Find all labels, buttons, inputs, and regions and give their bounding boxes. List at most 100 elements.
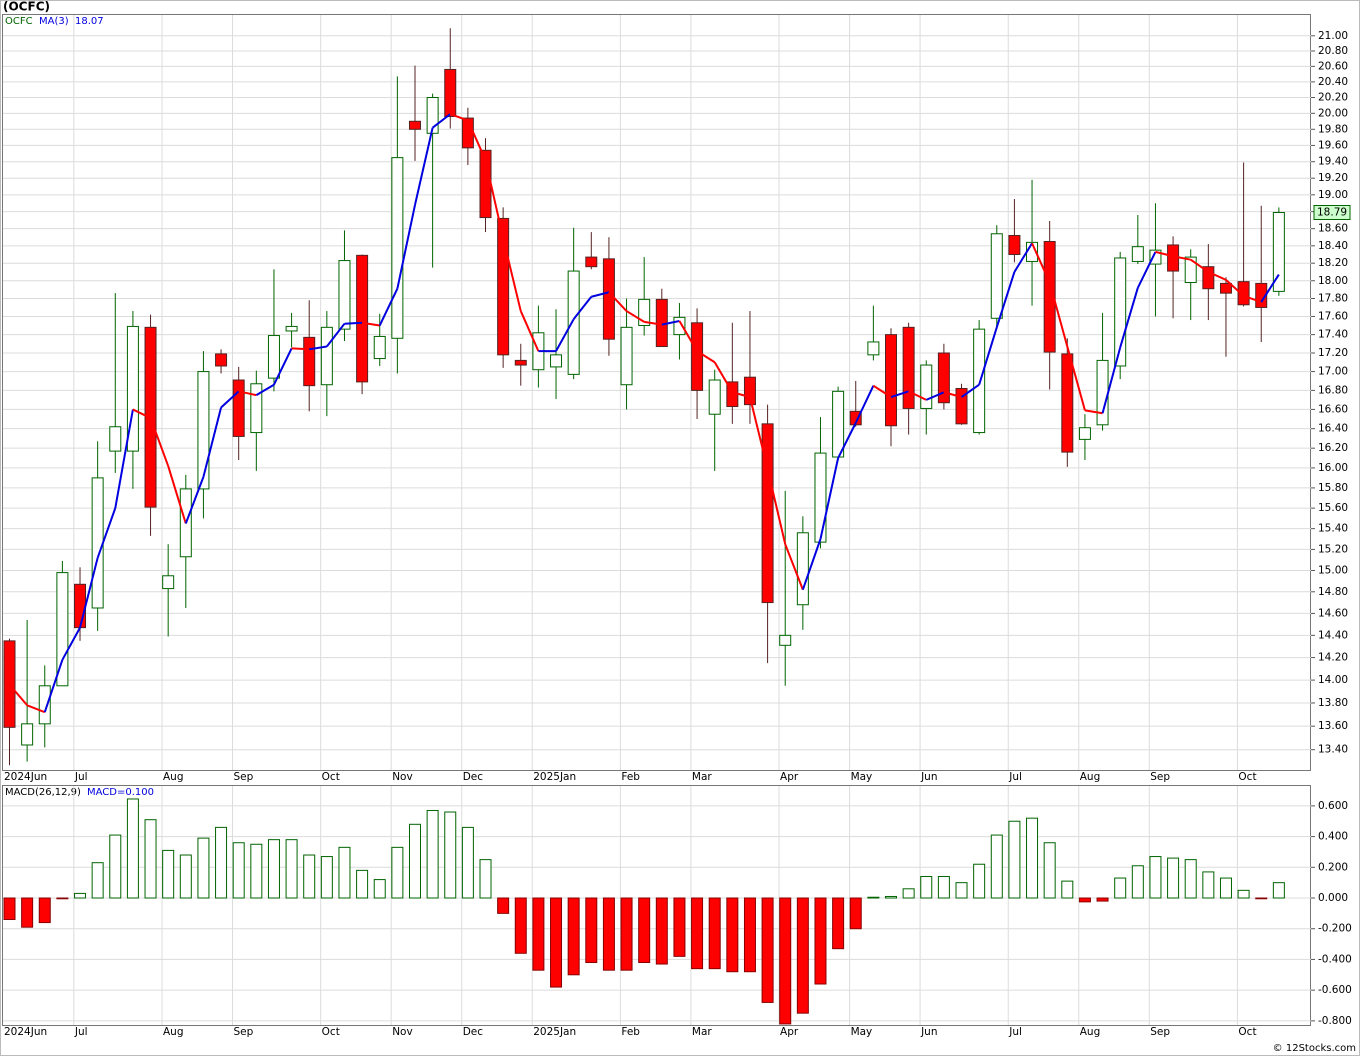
ma-segment: [61, 627, 81, 661]
candle-body: [779, 634, 792, 646]
macd-bar: [21, 897, 34, 928]
y-tick-label: 20.20: [1318, 92, 1348, 104]
ma-segment: [1031, 242, 1051, 283]
ma-segment: [43, 659, 64, 713]
macd-bar: [250, 843, 263, 899]
ma-segment: [1190, 258, 1209, 273]
ma-segment: [837, 422, 857, 459]
macd-bar: [550, 897, 563, 988]
ma-segment: [766, 468, 787, 545]
macd-bar: [743, 897, 756, 973]
candle-body: [1255, 282, 1268, 308]
y-tick-label: 17.60: [1318, 310, 1348, 322]
ma-segment: [273, 347, 293, 386]
candle-body: [444, 68, 457, 118]
candle-body: [303, 336, 316, 387]
macd-bar: [303, 854, 316, 899]
y-tick-label: 18.00: [1318, 275, 1348, 287]
ma-segment: [995, 271, 1016, 328]
y-tick-label: 17.40: [1318, 329, 1348, 341]
ma-segment: [908, 390, 927, 401]
legend-ma: MA(3): [39, 16, 69, 27]
ma-segment: [238, 390, 257, 397]
candle-body: [990, 233, 1003, 319]
macd-bar: [109, 834, 122, 899]
ma-segment: [1048, 282, 1069, 347]
macd-bar: [620, 897, 633, 971]
ma-segment: [149, 417, 170, 467]
ma-segment: [608, 291, 628, 312]
ma-segment: [132, 408, 151, 419]
candle-body: [814, 452, 827, 543]
x-tick-label: May: [851, 771, 873, 783]
y-tick-label: 15.40: [1318, 523, 1348, 535]
ma-segment: [167, 465, 187, 524]
candle-body: [497, 217, 510, 356]
candle-body: [973, 328, 986, 434]
y-tick-label: 20.40: [1318, 76, 1348, 88]
x-tick-label: Jun: [920, 771, 937, 783]
macd-bar: [585, 897, 598, 964]
macd-bar: [408, 823, 421, 899]
candle-body: [673, 316, 686, 336]
macd-bar: [990, 834, 1003, 899]
ma-segment: [326, 323, 346, 348]
candle-body: [285, 325, 298, 332]
ma-segment: [1084, 409, 1103, 415]
ma-segment: [1119, 287, 1139, 348]
ma-segment: [96, 507, 117, 559]
y-tick-label: 20.80: [1318, 45, 1348, 57]
ma-segment: [309, 345, 327, 351]
macd-bar: [1184, 859, 1197, 899]
candle-body: [197, 371, 210, 490]
ma-segment: [1225, 279, 1245, 297]
x-tick-label: Aug: [1080, 771, 1101, 783]
y-tick-label: 21.00: [1318, 30, 1348, 42]
macd-bar: [1114, 877, 1127, 899]
macd-bar: [691, 897, 704, 970]
macd-bar: [338, 846, 351, 899]
macd-bar: [162, 849, 175, 899]
candle-body: [638, 298, 651, 327]
footer: © 12Stocks.com: [1273, 1043, 1356, 1054]
candle-body: [1184, 256, 1197, 284]
x-tick-label: Oct: [1238, 1026, 1256, 1038]
candle-body: [602, 258, 615, 340]
macd-bar: [655, 897, 668, 965]
ma-segment: [220, 390, 240, 409]
x-tick-label: Mar: [692, 1026, 712, 1038]
candle-body: [1078, 427, 1091, 440]
price-plot-area: [2, 14, 1311, 771]
macd-bar: [708, 897, 721, 970]
x-tick-label: 2025Jan: [533, 771, 576, 783]
macd-bar: [1131, 865, 1144, 899]
ma-segment: [960, 383, 980, 398]
macd-bar: [885, 895, 897, 899]
macd-bar: [426, 809, 439, 899]
ma-segment: [732, 391, 751, 398]
ma-segment: [519, 310, 540, 352]
candle-body: [91, 477, 104, 609]
y-tick-label: 16.00: [1318, 462, 1348, 474]
macd-bar: [832, 897, 845, 950]
candle-body: [550, 354, 563, 368]
macd-bar: [1219, 877, 1232, 899]
ma-segment: [1260, 274, 1280, 303]
y-tick-label: 15.00: [1318, 564, 1348, 576]
macd-bar: [514, 897, 527, 954]
candle-body: [1131, 246, 1144, 262]
x-tick-label: Apr: [780, 771, 799, 783]
ma-segment: [344, 321, 363, 325]
ma-segment: [202, 407, 223, 478]
ma-segment: [943, 391, 962, 398]
y-tick-label: 20.00: [1318, 107, 1348, 119]
macd-bar: [126, 798, 139, 899]
candle-body: [1149, 249, 1162, 265]
candle-body: [796, 532, 809, 606]
candle-body: [937, 352, 950, 404]
y-tick-label: 17.00: [1318, 366, 1348, 378]
macd-bar: [920, 876, 933, 899]
macd-bar: [973, 863, 986, 899]
macd-bar: [232, 842, 245, 899]
